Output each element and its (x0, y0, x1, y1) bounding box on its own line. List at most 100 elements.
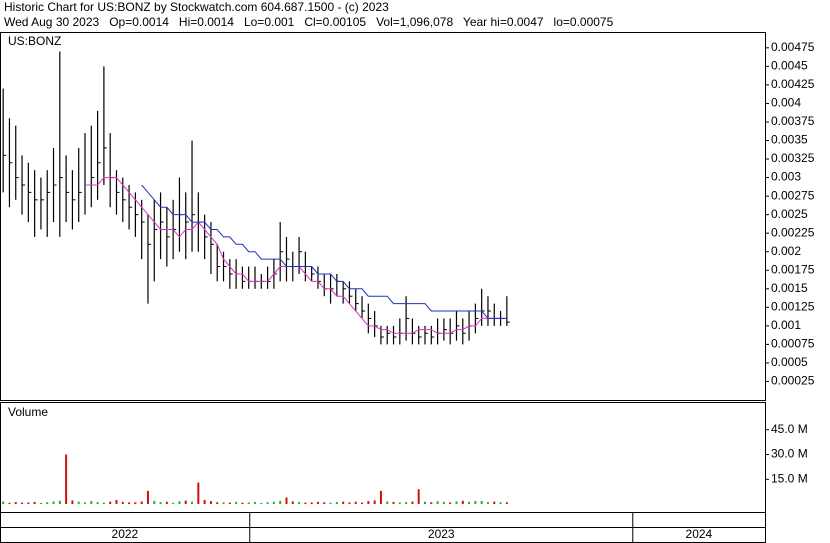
panel-label: US:BONZ (8, 34, 61, 48)
volume-bar (115, 500, 118, 505)
volume-bar (304, 502, 307, 505)
volume-bar (468, 501, 471, 505)
volume-bar (178, 501, 181, 505)
volume-bar (109, 501, 112, 505)
volume-bar (417, 489, 420, 505)
volume-bar (71, 500, 74, 505)
y-tick-label: 0.0035 (771, 133, 808, 147)
volume-bar (247, 502, 250, 505)
volume-bar (493, 501, 496, 505)
volume-bar (84, 502, 86, 505)
moving-average (141, 184, 507, 319)
volume-bar (39, 502, 42, 505)
volume-bar (146, 490, 149, 505)
y-tick-label: 0.00475 (771, 40, 815, 54)
volume-bar (241, 502, 244, 505)
volume-bar (430, 502, 433, 505)
volume-bar (505, 502, 508, 505)
volume-bar (153, 500, 156, 505)
volume-bar (279, 500, 282, 505)
volume-bar (342, 501, 345, 505)
volume-bar (159, 502, 162, 505)
year-label: 2023 (428, 527, 455, 541)
y-tick-label: 0.00175 (771, 262, 815, 276)
volume-bar (184, 500, 187, 505)
volume-bar (436, 501, 439, 505)
y-tick-label: 0.00275 (771, 188, 815, 202)
volume-tick-label: 30.0 M (771, 447, 808, 461)
y-tick-label: 0.001 (771, 318, 801, 332)
volume-bar (165, 501, 168, 505)
volume-bar (348, 502, 351, 505)
volume-bar (329, 502, 332, 505)
y-tick-label: 0.0045 (771, 59, 808, 73)
volume-bar (140, 501, 143, 505)
volume-bar (424, 501, 426, 505)
volume-bar (134, 502, 137, 505)
year-label: 2022 (112, 527, 139, 541)
volume-bar (335, 502, 338, 505)
volume-bar (33, 501, 36, 505)
volume-bar (14, 502, 17, 505)
volume-bar (197, 482, 200, 505)
volume-bar (8, 502, 11, 505)
volume-tick-label: 45.0 M (771, 422, 808, 436)
chart-subtitle: Wed Aug 30 2023 Op=0.0014 Hi=0.0014 Lo=0… (4, 15, 614, 29)
volume-bar (235, 501, 238, 505)
y-tick-label: 0.002 (771, 244, 801, 258)
volume-bar (260, 502, 263, 505)
volume-tick-label: 15.0 M (771, 471, 808, 485)
volume-bar (58, 500, 61, 505)
volume-bar (291, 501, 294, 505)
volume-bar (254, 502, 256, 505)
volume-bar (474, 501, 477, 505)
volume-bar (128, 502, 131, 505)
volume-bar (203, 499, 206, 505)
volume-bar (392, 501, 395, 505)
y-tick-label: 0.00125 (771, 299, 815, 313)
y-tick-label: 0.00025 (771, 374, 815, 388)
volume-bar (121, 501, 124, 505)
y-tick-label: 0.0025 (771, 207, 808, 221)
volume-bar (379, 490, 382, 505)
y-tick-label: 0.00075 (771, 337, 815, 351)
volume-bar (316, 501, 319, 505)
y-tick-label: 0.00225 (771, 225, 815, 239)
volume-bar (499, 502, 502, 505)
y-tick-label: 0.0005 (771, 355, 808, 369)
y-tick-label: 0.0015 (771, 281, 808, 295)
volume-bar (461, 500, 464, 505)
y-tick-label: 0.003 (771, 170, 801, 184)
volume-bar (90, 501, 93, 505)
volume-bar (77, 501, 80, 505)
volume-bar (21, 502, 24, 505)
volume-bar (46, 502, 49, 505)
volume-bar (285, 497, 288, 505)
volume-bar (323, 502, 326, 505)
volume-bar (442, 501, 445, 505)
volume-bar (310, 502, 313, 505)
volume-bar (455, 501, 458, 505)
volume-bar (480, 500, 483, 505)
volume-bar (354, 501, 357, 505)
volume-bar (367, 501, 370, 505)
volume-bar (298, 502, 301, 505)
volume-bar (486, 502, 489, 505)
volume-bar (222, 502, 225, 505)
y-tick-label: 0.00325 (771, 151, 815, 165)
volume-bar (172, 502, 175, 505)
price-panel (0, 32, 766, 401)
volume-bar (216, 502, 219, 505)
volume-bar (191, 501, 194, 505)
volume-label: Volume (8, 405, 48, 419)
volume-bar (449, 502, 452, 505)
volume-bar (27, 502, 30, 505)
volume-bar (65, 454, 68, 505)
volume-bar (411, 501, 414, 505)
y-tick-label: 0.00425 (771, 77, 815, 91)
volume-bar (266, 502, 269, 505)
volume-bar (386, 501, 389, 505)
chart-title: Historic Chart for US:BONZ by Stockwatch… (4, 0, 389, 14)
volume-bar (96, 502, 99, 505)
